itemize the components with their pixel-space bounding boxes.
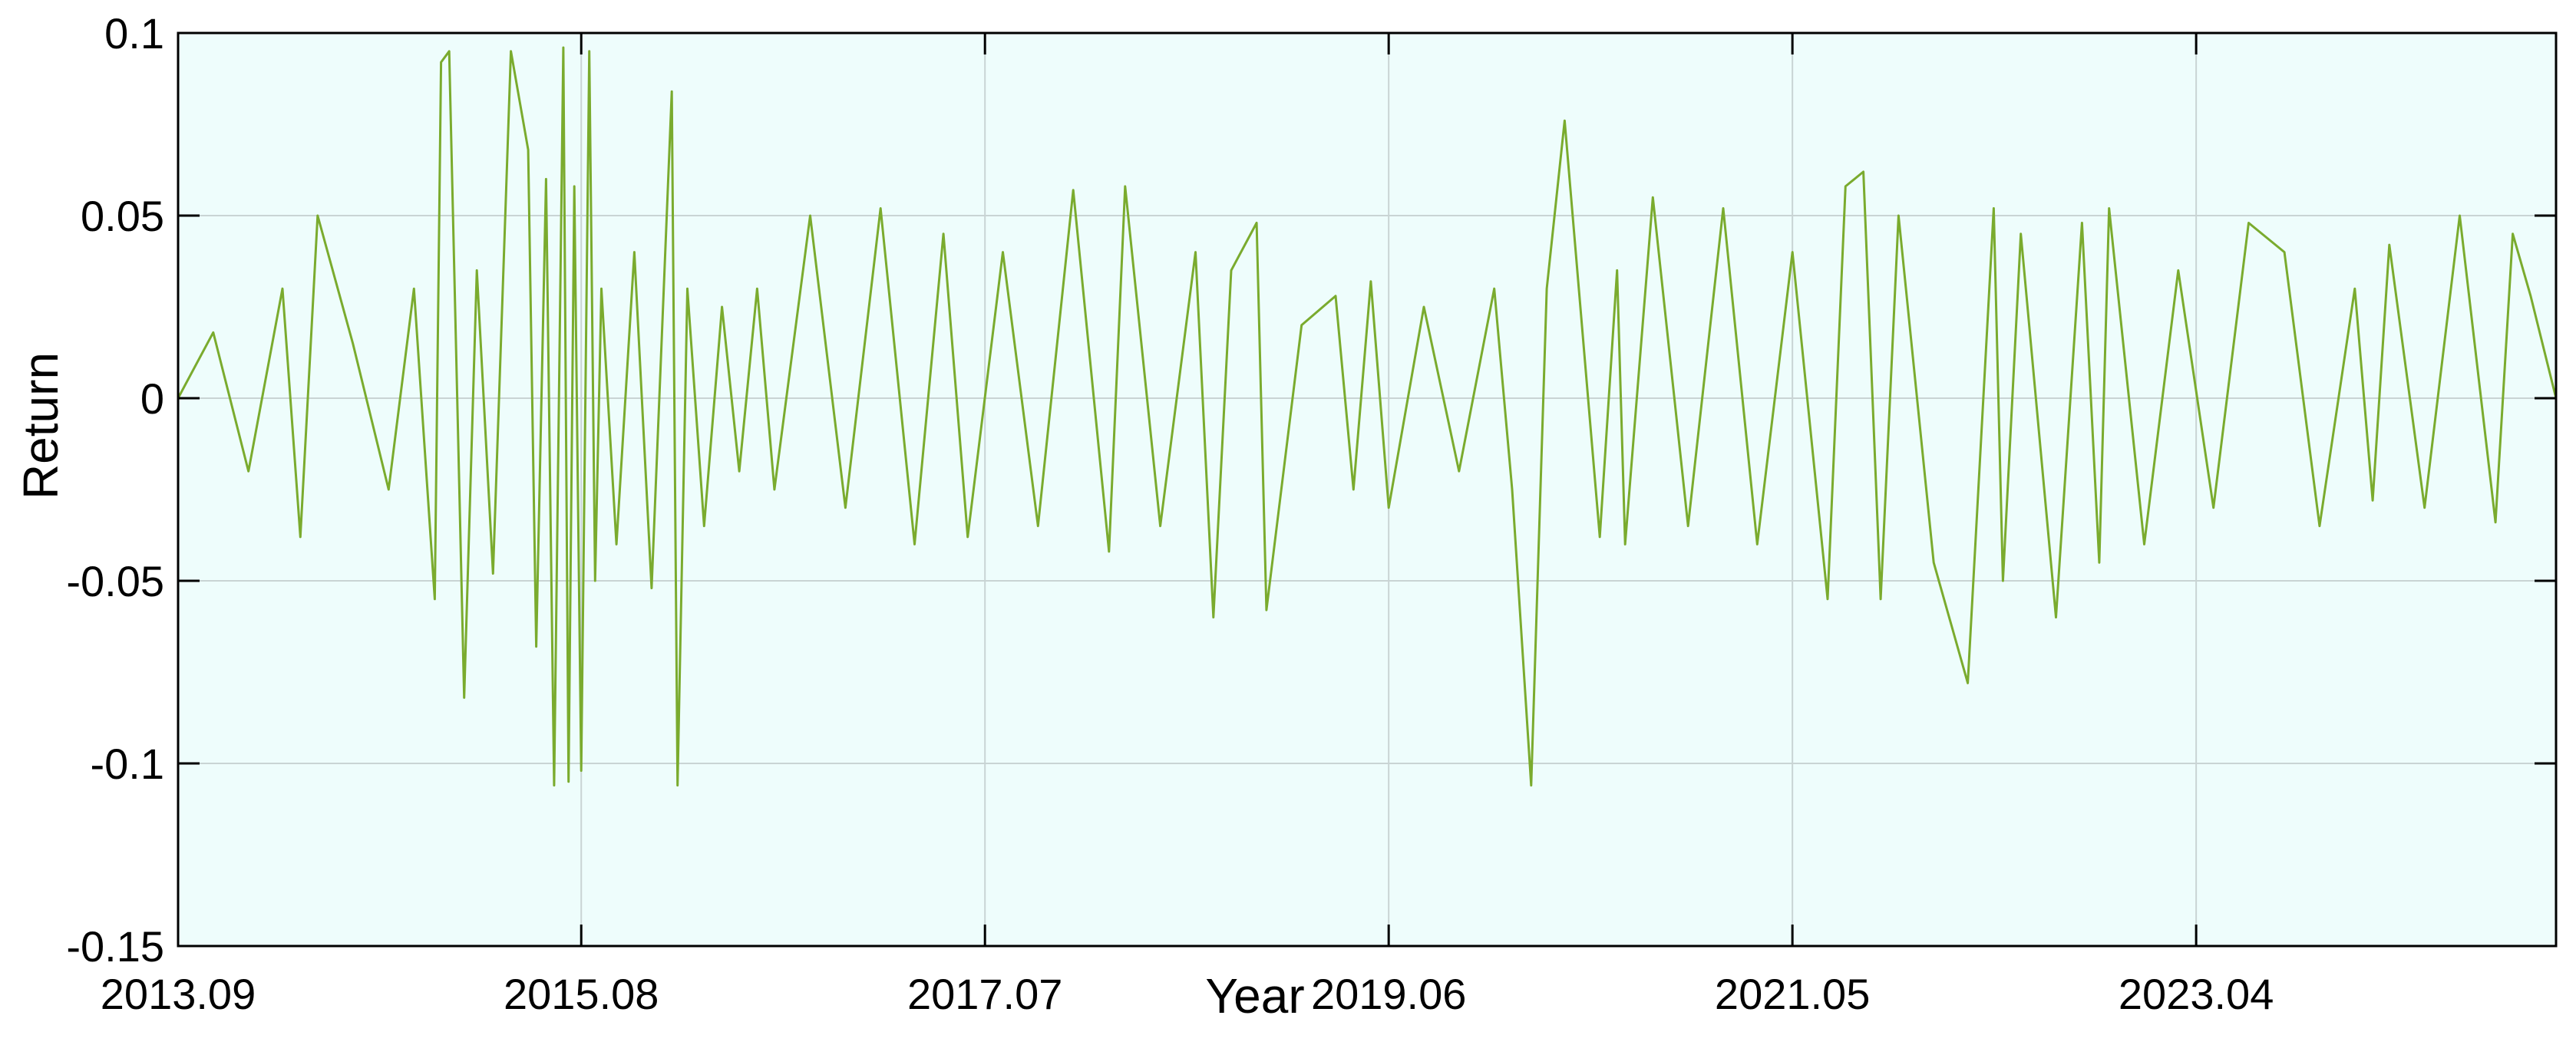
y-tick-label: -0.1 (91, 740, 165, 788)
y-tick-label: -0.15 (66, 922, 164, 971)
x-tick-label: 2019.06 (1311, 970, 1466, 1018)
x-tick-label: 2017.07 (907, 970, 1062, 1018)
plot-frame (177, 31, 2558, 948)
x-tick-label: 2023.04 (2119, 970, 2274, 1018)
series-layer (177, 46, 2558, 787)
y-tick-label: 0.1 (104, 9, 164, 58)
plot-background (178, 33, 2556, 946)
y-axis-label: Return (13, 352, 68, 499)
x-axis-label: Year (1205, 968, 1304, 1024)
axis-ticks: -0.15 -0.1 -0.05 0 0.05 0.1 2013.09 2015.08 2017… (66, 9, 2556, 1018)
x-tick-label: 2021.05 (1715, 970, 1870, 1018)
x-tick-label: 2013.09 (101, 970, 256, 1018)
x-tick-label: 2015.08 (504, 970, 659, 1018)
y-tick-label: 0.05 (81, 192, 164, 240)
y-tick-label: -0.05 (66, 557, 164, 605)
y-tick-label: 0 (140, 374, 164, 423)
series-line-0 (177, 46, 2558, 787)
